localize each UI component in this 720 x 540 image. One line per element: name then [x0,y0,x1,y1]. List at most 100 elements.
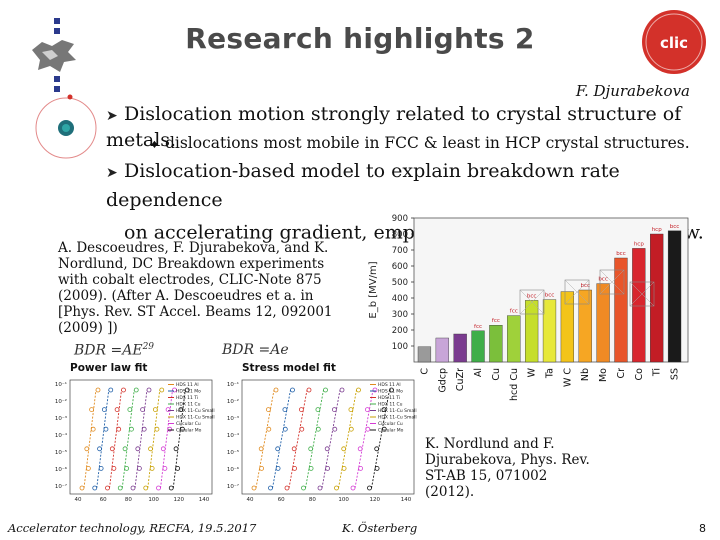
bar [667,230,682,363]
data-point [324,446,330,452]
y-tick-label: 300 [392,310,408,320]
category-label: Cr [616,368,627,379]
data-point [332,426,338,432]
author: F. Djurabekova [575,82,690,100]
x-tick-label: 100 [148,497,159,503]
y-tick-label: 700 [392,246,408,256]
data-point [341,446,347,452]
bullet-1-text: Dislocation motion strongly related to c… [106,103,682,151]
data-point [173,446,179,452]
data-point [130,485,136,491]
clic-logo: clic [642,10,706,74]
fit-line [288,389,308,489]
data-point [135,446,141,452]
legend-entry: HDX 11 Cu [176,402,201,408]
data-point [275,446,281,452]
data-point [152,407,158,412]
x-tick-label: 60 [278,497,285,503]
legend-entry: HDS 11 Ti [176,395,198,401]
data-point [323,387,328,393]
data-point [79,485,85,491]
slide-title: Research highlights 2 [185,22,535,55]
crystal-structure-sketch [519,289,545,315]
data-point [374,466,380,471]
data-point [258,446,264,452]
legend-entry: HDX 11-Cu Small [378,408,417,414]
fit-line [321,389,341,489]
data-point [143,485,149,491]
stress-model-label: Stress model fit [242,362,336,374]
footer-event: Accelerator technology, RECFA, 19.5.2017 [8,521,257,535]
data-point [339,387,345,393]
legend-entry: HDX 11-Cu Small [176,408,215,414]
citation-1: A. Descoeudres, F. Djurabekova, and K. N… [58,240,333,336]
x-tick-label: 100 [338,497,349,503]
bar [524,300,539,363]
x-tick-label: 40 [247,497,254,503]
citation-2: K. Nordlund and F. Djurabekova, Phys. Re… [425,436,590,500]
category-label: C [419,368,430,375]
data-point [325,466,330,471]
data-point [97,446,102,452]
fit-line [96,389,110,489]
legend-entry: HDX 11-Cu Small [378,415,417,421]
data-point [90,426,96,432]
x-tick-label: 140 [199,497,210,503]
fit-line [121,389,135,489]
data-point [127,407,133,412]
plot-frame [241,379,415,495]
bar [489,324,503,363]
legend-entry: Circular Mo [176,428,202,434]
fit-line [83,389,97,489]
data-point [306,387,312,393]
fit-line [371,389,390,489]
x-tick-label: 120 [370,497,381,503]
data-point [95,387,101,393]
breakdown-field-bar-chart: 100 200 300 400 500 600 700 800 900 E_b [MV/m] C Gd… [368,214,689,401]
power-law-formula: BDR =AE29 [74,342,154,359]
data-point [124,466,130,471]
bar [632,248,646,363]
data-point [308,466,314,471]
university-logo [32,18,76,92]
fit-line [147,389,161,489]
y-tick-label: 10⁻² [227,398,239,405]
data-point [348,426,354,432]
bullet-1: ➤ Dislocation motion strongly related to … [106,102,706,152]
bar-label: fcc [474,324,482,330]
bullet-arrow-icon: ➤ [106,108,118,124]
bar-label: bcc [670,224,680,230]
bar [417,346,432,363]
y-tick-label: 10⁻⁵ [55,449,67,456]
data-point [334,485,339,491]
data-point [282,407,288,412]
data-point [299,407,304,412]
data-point [358,466,364,471]
bar [542,299,557,363]
y-tick-label: 10⁻³ [55,415,67,422]
data-point [168,485,174,491]
data-point [101,407,107,412]
data-point [165,407,171,412]
y-tick-label: 10⁻⁵ [227,449,239,456]
data-point [332,407,337,412]
crystal-structure-sketch [629,281,655,307]
data-point [108,387,114,393]
category-label: CuZr [455,368,466,391]
y-axis-label: E_b [MV/m] [368,261,379,318]
data-point [372,387,378,393]
bar [507,315,521,363]
crystal-structure-sketch [564,279,590,305]
y-tick-label: 500 [392,278,408,288]
data-point [160,446,166,452]
data-point [92,485,98,491]
data-point [348,407,354,412]
fit-line [272,389,291,489]
data-point [116,426,122,432]
data-point [315,426,321,432]
data-point [381,426,387,432]
data-point [156,485,161,491]
category-label: Mo [598,368,609,382]
data-point [117,485,123,491]
data-point [162,466,168,471]
